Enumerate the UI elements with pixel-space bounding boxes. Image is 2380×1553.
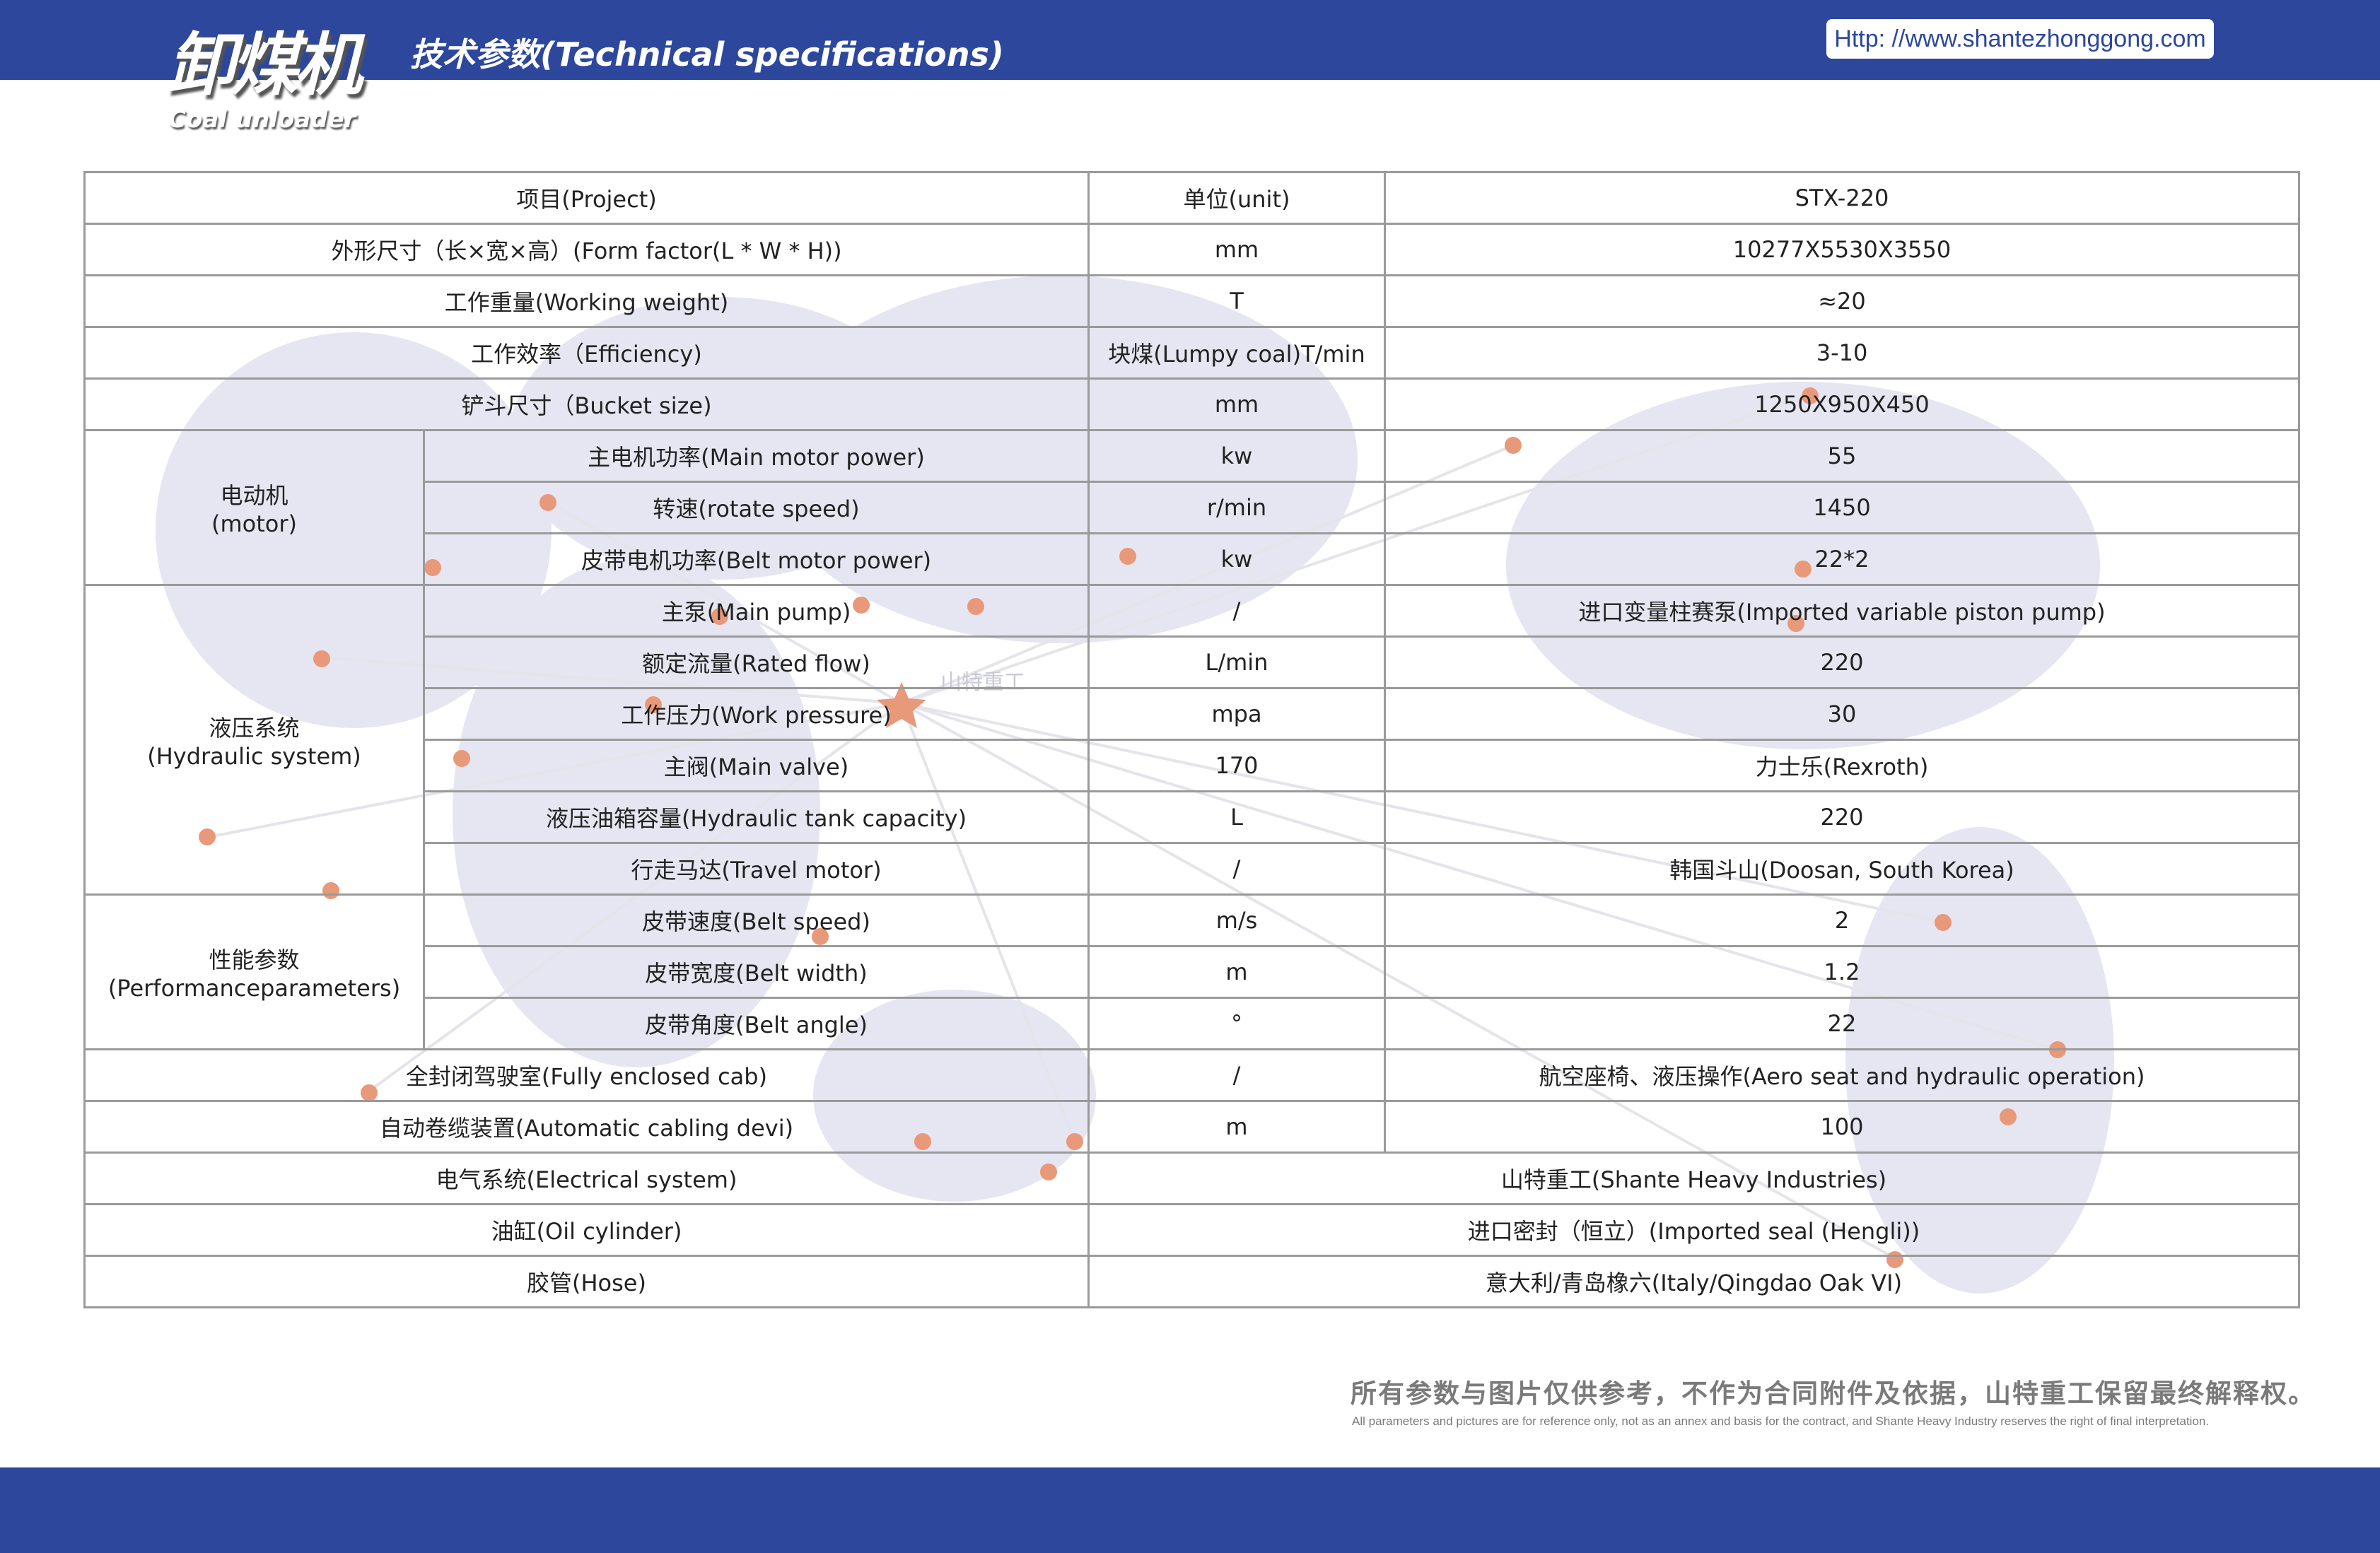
item-unit: mm: [1087, 223, 1386, 276]
table-row: 铲斗尺寸（Bucket size) mm 1250X950X450: [83, 377, 2300, 431]
item-unit: /: [1087, 842, 1386, 896]
item-unit: kw: [1087, 532, 1386, 586]
table-header-row: 项目(Project) 单位(unit) STX-220: [83, 171, 2300, 225]
table-row: 性能参数 (Performanceparameters) 皮带速度(Belt sp…: [83, 893, 2300, 1050]
item-unit: T: [1087, 274, 1386, 328]
item-label: 行走马达(Travel motor): [423, 842, 1090, 896]
spec-table: 项目(Project) 单位(unit) STX-220 外形尺寸（长×宽×高）(Fo…: [83, 171, 2300, 1308]
item-value: ≈20: [1384, 274, 2300, 328]
table-row: 工作重量(Working weight) T ≈20: [83, 274, 2300, 328]
page-title: 技术参数(Technical specifications): [410, 35, 1004, 74]
item-unit: m: [1087, 945, 1386, 999]
header-project: 项目(Project): [83, 171, 1090, 225]
item-value: 10277X5530X3550: [1384, 223, 2300, 276]
table-row: 胶管(Hose) 意大利/青岛橡六(Italy/Qingdao Oak VI): [83, 1255, 2300, 1308]
item-label: 自动卷缆装置(Automatic cabling devi): [83, 1100, 1090, 1154]
item-value: 1250X950X450: [1384, 377, 2300, 431]
item-unit: kw: [1087, 429, 1386, 483]
item-value: 3-10: [1384, 326, 2300, 380]
item-label: 工作效率（Efficiency): [83, 326, 1090, 380]
logo-title: 卸煤机: [167, 25, 362, 105]
table-row: 主阀(Main valve) 170 力士乐(Rexroth): [85, 739, 2300, 792]
item-label: 外形尺寸（长×宽×高）(Form factor(L * W * H)): [83, 223, 1090, 276]
item-unit: /: [1087, 584, 1386, 638]
table-row: 电气系统(Electrical system) 山特重工(Shante Heavy…: [83, 1151, 2300, 1205]
item-label: 工作重量(Working weight): [83, 274, 1090, 328]
item-label: 胶管(Hose): [83, 1255, 1090, 1308]
item-unit: L: [1087, 790, 1386, 844]
item-unit: r/min: [1087, 481, 1386, 534]
logo-subtitle: Coal unloader: [168, 105, 356, 134]
item-value: 100: [1384, 1100, 2300, 1154]
item-value: 1.2: [1384, 945, 2300, 999]
group-label: 电动机 (motor): [83, 429, 425, 586]
table-row: 电动机 (motor) 主电机功率(Main motor power) kw 55: [83, 429, 2300, 586]
item-value: 2: [1384, 893, 2300, 947]
item-unit: 170: [1087, 739, 1386, 792]
item-label: 全封闭驾驶室(Fully enclosed cab): [83, 1048, 1090, 1102]
item-label: 皮带电机功率(Belt motor power): [423, 532, 1090, 586]
table-row: 皮带电机功率(Belt motor power) kw 22*2: [85, 532, 2300, 586]
table-row: 工作压力(Work pressure) mpa 30: [85, 687, 2300, 741]
item-label: 主阀(Main valve): [423, 739, 1090, 792]
item-label: 油缸(Oil cylinder): [83, 1203, 1090, 1257]
item-label: 皮带角度(Belt angle): [423, 997, 1090, 1050]
item-value: 22: [1384, 997, 2300, 1050]
item-unit: °: [1087, 997, 1386, 1050]
item-label: 皮带宽度(Belt width): [423, 945, 1090, 999]
table-row: 工作效率（Efficiency) 块煤(Lumpy coal)T/min 3-10: [83, 326, 2300, 380]
item-value: 55: [1384, 429, 2300, 483]
table-row: 油缸(Oil cylinder) 进口密封（恒立）(Imported seal (…: [83, 1203, 2300, 1257]
disclaimer-en: All parameters and pictures are for refe…: [1352, 1414, 2210, 1428]
item-value: 220: [1384, 635, 2300, 689]
table-row: 皮带角度(Belt angle) ° 22: [85, 997, 2300, 1050]
item-unit: m: [1087, 1100, 1386, 1154]
group-label: 液压系统 (Hydraulic system): [83, 584, 425, 896]
header-model: STX-220: [1384, 171, 2300, 225]
item-unit: /: [1087, 1048, 1386, 1102]
item-label: 液压油箱容量(Hydraulic tank capacity): [423, 790, 1090, 844]
item-label: 工作压力(Work pressure): [423, 687, 1090, 741]
item-label: 铲斗尺寸（Bucket size): [83, 377, 1090, 431]
footer-band: [0, 1467, 2380, 1553]
item-value: 进口变量柱赛泵(Imported variable piston pump): [1384, 584, 2300, 638]
group-label: 性能参数 (Performanceparameters): [83, 893, 425, 1050]
table-row: 自动卷缆装置(Automatic cabling devi) m 100: [83, 1100, 2300, 1154]
item-value: 山特重工(Shante Heavy Industries): [1087, 1151, 2300, 1205]
item-label: 主电机功率(Main motor power): [423, 429, 1090, 483]
table-row: 行走马达(Travel motor) / 韩国斗山(Doosan, South Ko…: [85, 842, 2300, 896]
item-value: 航空座椅、液压操作(Aero seat and hydraulic operat…: [1384, 1048, 2300, 1102]
table-row: 液压油箱容量(Hydraulic tank capacity) L 220: [85, 790, 2300, 844]
item-unit: mm: [1087, 377, 1386, 431]
item-unit: m/s: [1087, 893, 1386, 947]
table-row: 转速(rotate speed) r/min 1450: [85, 481, 2300, 534]
item-value: 22*2: [1384, 532, 2300, 586]
table-row: 全封闭驾驶室(Fully enclosed cab) / 航空座椅、液压操作(Aer…: [83, 1048, 2300, 1102]
item-value: 30: [1384, 687, 2300, 741]
item-value: 意大利/青岛橡六(Italy/Qingdao Oak VI): [1087, 1255, 2300, 1308]
table-row: 皮带宽度(Belt width) m 1.2: [85, 945, 2300, 999]
header-unit: 单位(unit): [1087, 171, 1386, 225]
item-label: 转速(rotate speed): [423, 481, 1090, 534]
item-unit: 块煤(Lumpy coal)T/min: [1087, 326, 1386, 380]
item-unit: mpa: [1087, 687, 1386, 741]
item-value: 韩国斗山(Doosan, South Korea): [1384, 842, 2300, 896]
item-label: 皮带速度(Belt speed): [423, 893, 1090, 947]
disclaimer-cn: 所有参数与图片仅供参考，不作为合同附件及依据，山特重工保留最终解释权。: [1351, 1378, 2316, 1409]
table-row: 液压系统 (Hydraulic system) 主泵(Main pump) / 进口变…: [83, 584, 2300, 896]
item-unit: L/min: [1087, 635, 1386, 689]
item-value: 1450: [1384, 481, 2300, 534]
website-link[interactable]: Http: //www.shantezhonggong.com: [1826, 19, 2214, 59]
table-row: 额定流量(Rated flow) L/min 220: [85, 635, 2300, 689]
item-label: 额定流量(Rated flow): [423, 635, 1090, 689]
item-value: 220: [1384, 790, 2300, 844]
item-value: 力士乐(Rexroth): [1384, 739, 2300, 792]
table-row: 外形尺寸（长×宽×高）(Form factor(L * W * H)) mm 102…: [83, 223, 2300, 276]
item-value: 进口密封（恒立）(Imported seal (Hengli)): [1087, 1203, 2300, 1257]
item-label: 主泵(Main pump): [423, 584, 1090, 638]
item-label: 电气系统(Electrical system): [83, 1151, 1090, 1205]
